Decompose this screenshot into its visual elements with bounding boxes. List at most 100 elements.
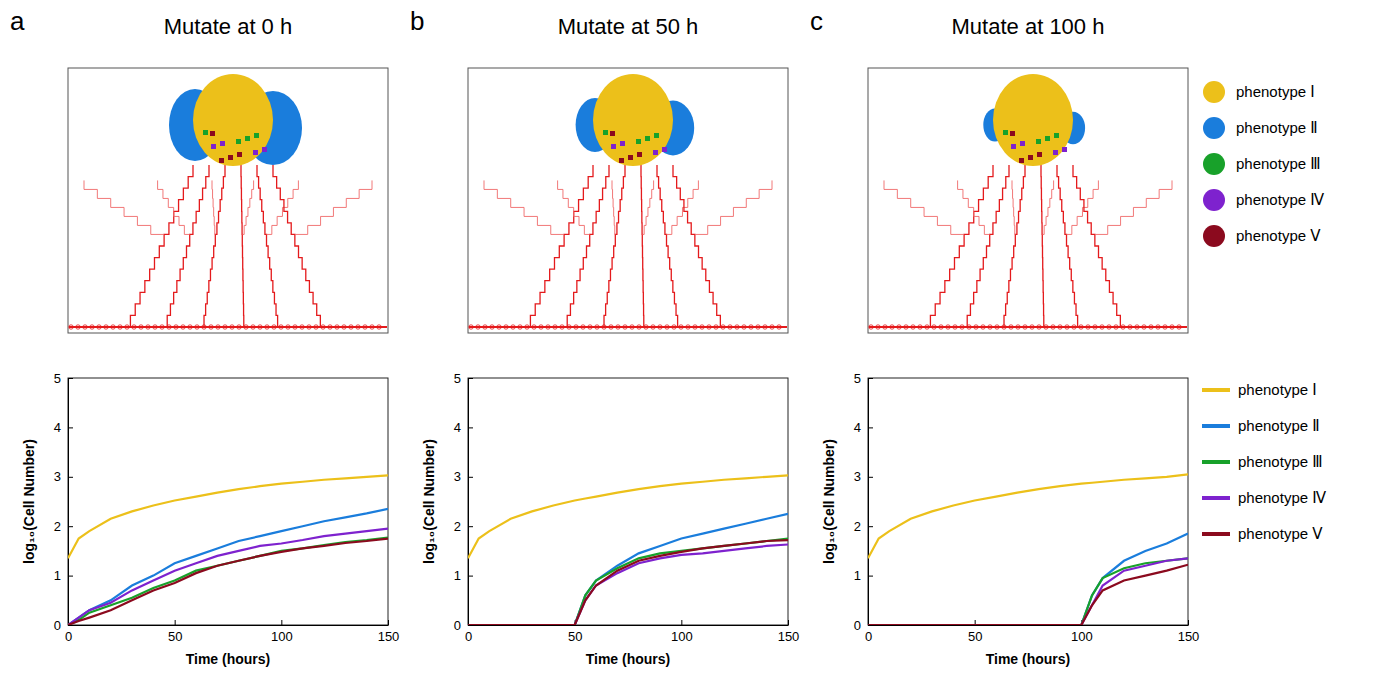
tumor-cell	[245, 136, 250, 141]
vessel-node	[1086, 325, 1090, 329]
vessel-node	[104, 325, 108, 329]
vessel-branch	[1042, 180, 1053, 234]
vessel-node	[216, 325, 220, 329]
vessel-node	[1037, 325, 1041, 329]
plot-frame	[868, 378, 1188, 625]
vessel	[273, 165, 324, 327]
y-tick: 3	[54, 469, 73, 484]
vessel-node	[974, 325, 978, 329]
x-tick-label: 100	[271, 629, 293, 644]
vessel-branch	[642, 180, 653, 234]
vessel-node	[1177, 325, 1181, 329]
y-tick-label: 2	[454, 519, 461, 534]
vessel-node	[76, 325, 80, 329]
vessel-node	[756, 325, 760, 329]
vessel-node	[665, 325, 669, 329]
x-tick: 50	[968, 620, 982, 644]
y-tick-label: 5	[854, 371, 861, 386]
y-tick-mark	[468, 477, 473, 478]
tumor-cell	[645, 136, 650, 141]
y-axis-title: log₁₀(Cell Number)	[21, 439, 37, 564]
vessel-node	[897, 325, 901, 329]
tumor-cell	[654, 133, 659, 138]
legend-line	[1202, 532, 1230, 536]
x-tick-label: 0	[65, 629, 72, 644]
vessel-node	[363, 325, 367, 329]
vessel-node	[630, 325, 634, 329]
x-tick-label: 50	[968, 629, 982, 644]
vessel-node	[1107, 325, 1111, 329]
y-axis: 012345	[854, 371, 873, 633]
tumor-cell	[619, 158, 624, 163]
tumor-cell	[1037, 152, 1042, 157]
y-axis-line	[468, 379, 469, 626]
vessel-node	[237, 325, 241, 329]
x-tick-mark	[388, 620, 389, 625]
vessel-node	[181, 325, 185, 329]
panel-label: a	[10, 6, 25, 36]
vessel-branch	[1067, 180, 1099, 234]
vessel-node	[153, 325, 157, 329]
vessel-node	[349, 325, 353, 329]
y-tick-mark	[68, 477, 73, 478]
y-tick-mark	[868, 427, 873, 428]
vessel-branch	[695, 180, 772, 234]
vessel	[641, 165, 644, 327]
snapshot-frame	[868, 68, 1188, 333]
vessel-branch	[958, 180, 990, 234]
vessel-node	[258, 325, 262, 329]
vessel-node	[553, 325, 557, 329]
series-line	[468, 514, 788, 625]
series-line	[868, 474, 1188, 558]
panel-title: Mutate at 100 h	[952, 14, 1105, 39]
y-axis-line	[68, 379, 69, 626]
legend-lines: phenotype Ⅰphenotype Ⅱphenotype Ⅲphenoty…	[1202, 381, 1326, 542]
vessel-node	[939, 325, 943, 329]
y-tick-mark	[468, 378, 473, 379]
x-tick-mark	[281, 620, 282, 625]
vessel	[964, 165, 1009, 327]
vessel	[1073, 165, 1124, 327]
legend-label: phenotype Ⅳ	[1238, 489, 1326, 506]
y-tick: 1	[54, 568, 73, 583]
legend-marker	[1203, 117, 1225, 139]
vessel-branch	[84, 180, 164, 234]
vessel-node	[581, 325, 585, 329]
vessel-node	[370, 325, 374, 329]
tumor-cell	[1045, 136, 1050, 141]
tumor-cell	[653, 150, 658, 155]
x-axis-title: Time (hours)	[986, 651, 1071, 667]
tumor-cell	[610, 131, 615, 136]
vessel-node	[476, 325, 480, 329]
series-line	[468, 540, 788, 625]
vessel-node	[377, 325, 381, 329]
y-tick-mark	[468, 625, 473, 626]
tumor-cell	[628, 155, 633, 160]
vessel-node	[335, 325, 339, 329]
vessel-branch	[212, 180, 215, 234]
tumor-core	[193, 74, 273, 166]
panel: bMutate at 50 h050100150012345Time (hour…	[410, 6, 799, 667]
vessel-node	[1009, 325, 1013, 329]
y-tick-label: 3	[54, 469, 61, 484]
x-tick: 150	[378, 620, 400, 644]
y-tick-mark	[868, 576, 873, 577]
vessel-node	[911, 325, 915, 329]
vessel-node	[595, 325, 599, 329]
vessel-node	[83, 325, 87, 329]
lines	[868, 474, 1188, 625]
vessel-node	[1170, 325, 1174, 329]
vessel-node	[679, 325, 683, 329]
tumor-cell	[1010, 131, 1015, 136]
vessel-node	[686, 325, 690, 329]
x-axis: 050100150	[65, 620, 399, 644]
y-tick: 4	[854, 420, 873, 435]
tumor-cell	[254, 133, 259, 138]
y-tick-label: 0	[54, 618, 61, 633]
vessel-node	[279, 325, 283, 329]
vessel-branch	[484, 180, 564, 234]
vessel-node	[904, 325, 908, 329]
tumor-cell	[611, 144, 616, 149]
vessel-branch	[267, 180, 299, 234]
y-tick-label: 0	[454, 618, 461, 633]
